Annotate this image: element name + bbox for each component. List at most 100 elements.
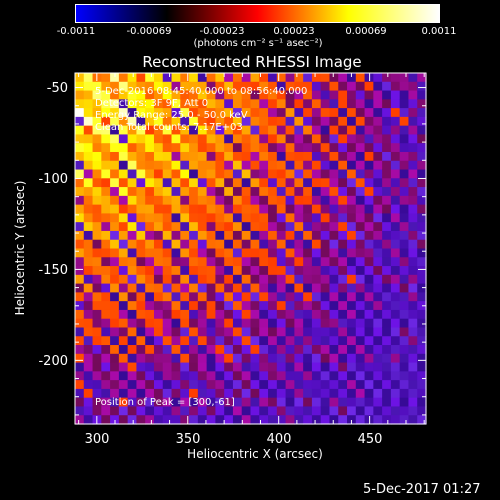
heatmap-cell <box>382 195 392 206</box>
heatmap-cell <box>171 336 181 346</box>
heatmap-cell <box>294 318 304 329</box>
heatmap-cell <box>101 301 111 311</box>
heatmap-cell <box>399 362 410 372</box>
heatmap-cell <box>206 406 217 416</box>
heatmap-cell <box>364 99 374 109</box>
heatmap-cell <box>417 195 427 206</box>
heatmap-cell <box>355 397 366 408</box>
heatmap-cell <box>276 187 287 197</box>
heatmap-cell <box>136 187 146 197</box>
heatmap-cell <box>127 81 138 92</box>
heatmap-cell <box>329 73 339 83</box>
heatmap-cell <box>303 292 313 302</box>
heatmap-cell <box>162 301 173 311</box>
heatmap-cell <box>197 125 208 136</box>
heatmap-cell <box>390 292 401 302</box>
heatmap-cell <box>408 309 418 320</box>
heatmap-cell <box>180 90 190 100</box>
heatmap-cell <box>259 90 269 100</box>
heatmap-cell <box>92 213 102 223</box>
heatmap-cell <box>75 397 85 408</box>
heatmap-cell <box>145 187 155 197</box>
heatmap-cell <box>268 362 278 372</box>
heatmap-cell <box>224 143 234 153</box>
heatmap-cell <box>408 195 418 206</box>
heatmap-cell <box>303 90 313 100</box>
heatmap-cell <box>417 336 427 346</box>
heatmap-cell <box>303 318 313 329</box>
heatmap-cell <box>329 309 339 320</box>
heatmap-cell <box>408 213 418 223</box>
y-tick-label: -200 <box>38 354 68 369</box>
heatmap-cell <box>206 239 217 250</box>
heatmap-cell <box>241 353 252 364</box>
heatmap-cell <box>110 90 120 100</box>
heatmap-cell <box>417 327 427 337</box>
heatmap-cell <box>162 257 173 267</box>
heatmap-cell <box>285 309 295 320</box>
heatmap-cell <box>303 388 313 399</box>
heatmap-cell <box>250 292 260 302</box>
heatmap-cell <box>215 195 225 206</box>
heatmap-cell <box>127 169 138 179</box>
heatmap-cell <box>364 406 374 416</box>
heatmap-cell <box>118 309 129 320</box>
heatmap-cell <box>294 415 304 425</box>
heatmap-cell <box>127 187 138 197</box>
heatmap-cell <box>338 160 348 171</box>
heatmap-cell <box>75 345 85 355</box>
heatmap-cell <box>180 99 190 109</box>
heatmap-cell <box>189 222 199 232</box>
heatmap-cell <box>189 213 199 223</box>
heatmap-cell <box>276 248 287 258</box>
heatmap-cell <box>241 222 252 232</box>
heatmap-cell <box>206 230 217 241</box>
heatmap-cell <box>83 318 94 329</box>
heatmap-cell <box>136 327 146 337</box>
heatmap-cell <box>268 397 278 408</box>
heatmap-cell <box>338 345 348 355</box>
heatmap-cell <box>171 362 181 372</box>
heatmap-cell <box>338 362 348 372</box>
heatmap-cell <box>189 415 199 425</box>
heatmap-cell <box>118 143 129 153</box>
heatmap-cell <box>241 309 252 320</box>
heatmap-cell <box>311 134 322 144</box>
heatmap-cell <box>118 116 129 127</box>
heatmap-cell <box>303 248 313 258</box>
heatmap-cell <box>162 73 173 83</box>
heatmap-cell <box>364 116 374 127</box>
heatmap-cell <box>232 248 243 258</box>
heatmap-cell <box>101 371 111 381</box>
heatmap-cell <box>250 230 260 241</box>
heatmap-cell <box>364 257 374 267</box>
heatmap-cell <box>171 266 181 276</box>
heatmap-cell <box>224 397 234 408</box>
heatmap-cell <box>294 248 304 258</box>
heatmap-cell <box>347 415 357 425</box>
heatmap-cell <box>347 283 357 293</box>
colorbar-tick: -0.0011 <box>56 26 96 37</box>
heatmap-cell <box>329 336 339 346</box>
heatmap-cell <box>162 143 173 153</box>
heatmap-cell <box>364 213 374 223</box>
heatmap-cell <box>329 388 339 399</box>
heatmap-cell <box>417 257 427 267</box>
heatmap-cell <box>206 283 217 293</box>
heatmap-cell <box>197 108 208 118</box>
heatmap-cell <box>118 125 129 136</box>
heatmap-cell <box>329 178 339 188</box>
heatmap-cell <box>294 81 304 92</box>
y-axis-label: Heliocentric Y (arcsec) <box>13 180 27 316</box>
heatmap-cell <box>276 169 287 179</box>
heatmap-cell <box>390 73 401 83</box>
heatmap-cell <box>75 362 85 372</box>
heatmap-cell <box>241 178 252 188</box>
heatmap-cell <box>294 239 304 250</box>
heatmap-cell <box>101 99 111 109</box>
heatmap-cell <box>373 160 383 171</box>
heatmap-cell <box>127 318 138 329</box>
heatmap-cell <box>145 230 155 241</box>
heatmap-cell <box>153 222 164 232</box>
heatmap-cell <box>294 90 304 100</box>
